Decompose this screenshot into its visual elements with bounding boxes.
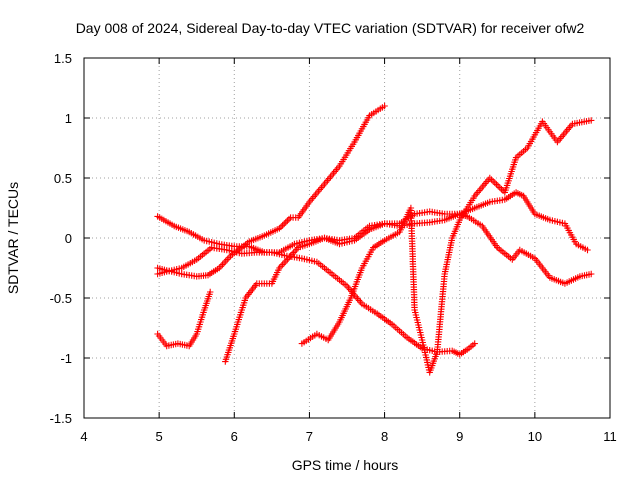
x-tick-label: 4: [80, 429, 87, 444]
x-tick-label: 10: [528, 429, 542, 444]
x-tick-label: 6: [231, 429, 238, 444]
chart-title: Day 008 of 2024, Sidereal Day-to-day VTE…: [76, 20, 585, 36]
x-tick-label: 11: [603, 429, 617, 444]
x-axis-label: GPS time / hours: [292, 457, 399, 473]
data-series: [154, 102, 595, 376]
data-point: [279, 222, 286, 229]
series-s1: [154, 244, 478, 358]
series-s4: [222, 208, 595, 365]
data-point: [471, 340, 478, 347]
data-point: [588, 117, 595, 124]
series-s2: [154, 102, 388, 280]
x-tick-label: 8: [381, 429, 388, 444]
data-point: [381, 102, 388, 110]
data-point: [584, 246, 591, 254]
y-tick-label: -1.5: [50, 411, 72, 426]
y-tick-label: 1.5: [54, 51, 72, 66]
y-tick-label: 0: [65, 231, 72, 246]
plot-frame: [83, 57, 611, 419]
data-point: [207, 288, 214, 296]
data-point: [284, 217, 291, 224]
x-tick-label: 7: [306, 429, 313, 444]
y-tick-labels: -1.5 -1 -0.5 0 0.5 1 1.5: [50, 51, 72, 426]
x-tick-label: 9: [456, 429, 463, 444]
y-tick-label: -1: [60, 351, 72, 366]
y-tick-label: 0.5: [54, 171, 72, 186]
series-s5: [154, 189, 591, 256]
data-point: [588, 270, 595, 278]
y-tick-label: 1: [65, 111, 72, 126]
x-tick-labels: 4 5 6 7 8 9 10 11: [80, 429, 616, 444]
series-s6: [298, 117, 595, 376]
data-point: [281, 220, 288, 227]
series-s3: [154, 288, 214, 350]
y-axis-label: SDTVAR / TECUs: [5, 182, 21, 294]
x-tick-label: 5: [156, 429, 163, 444]
data-point: [285, 215, 293, 223]
data-point: [282, 219, 289, 226]
y-tick-label: -0.5: [50, 291, 72, 306]
